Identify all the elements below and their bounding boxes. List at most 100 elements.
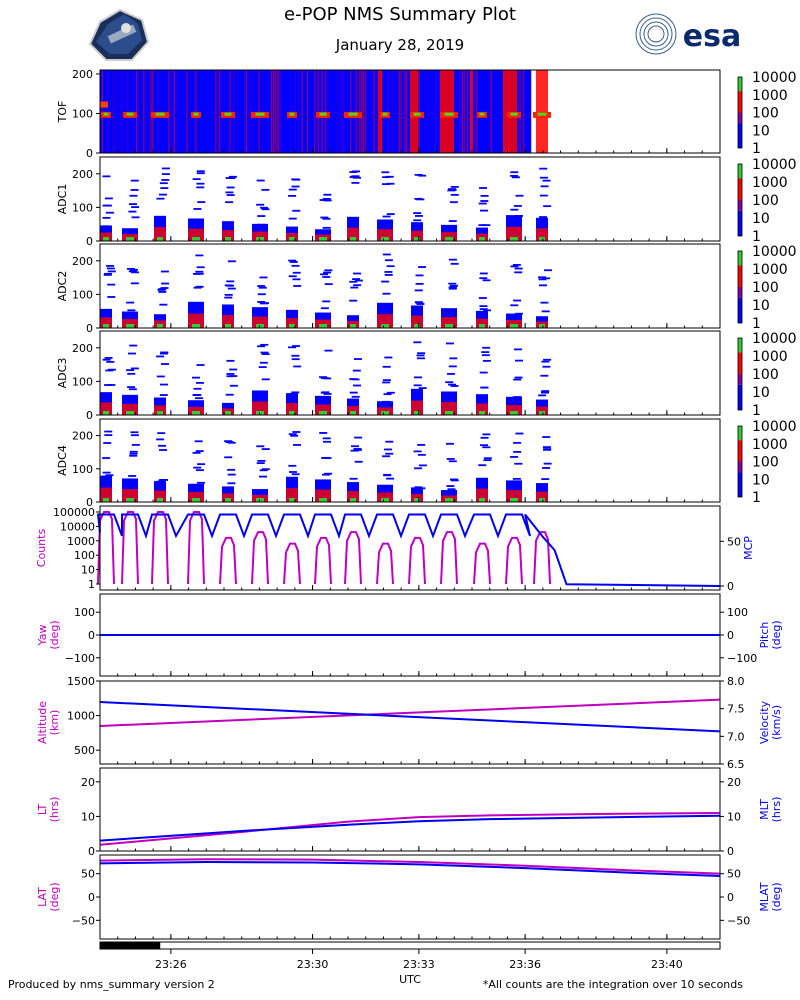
adc-scatter-dash — [352, 278, 361, 280]
adc-y-tick-label: 200 — [72, 255, 93, 268]
adc-y-tick-label: 0 — [86, 409, 93, 422]
tof-streak — [463, 70, 465, 153]
adc-burst-peak — [126, 323, 134, 328]
adc-scatter-dash — [130, 189, 139, 191]
adc-scatter-dash — [416, 303, 425, 305]
adc-scatter-dash — [448, 365, 457, 368]
colorbar-label: 1 — [752, 316, 761, 332]
tof-streak — [341, 70, 343, 153]
adc-scatter-dash — [227, 287, 236, 290]
right-y-label-unit: (deg) — [770, 882, 783, 911]
adc-scatter-dash — [445, 342, 454, 345]
adc-scatter-dash — [511, 176, 520, 179]
tof-streak — [244, 70, 246, 153]
adc-scatter-dash — [225, 201, 234, 204]
altitude-line — [99, 698, 721, 727]
adc-burst-peak — [510, 410, 518, 415]
adc-burst-core — [476, 403, 488, 415]
axes-layer: 0100200TOF0100200ADC10100200ADC20100200A… — [35, 68, 797, 971]
adc-scatter-dash — [414, 289, 423, 292]
right-y-tick-label: 8.0 — [727, 675, 745, 688]
adc-scatter-dash — [382, 215, 391, 218]
adc-scatter-dash — [513, 450, 522, 453]
time-tick-label: 23:40 — [651, 958, 683, 971]
adc-scatter-dash — [415, 274, 424, 277]
adc-scatter-dash — [192, 451, 201, 454]
adc-scatter-dash — [322, 300, 331, 303]
colorbar-segment — [738, 91, 742, 113]
adc-scatter-dash — [480, 444, 489, 447]
adc-scatter-dash — [450, 193, 459, 196]
adc-scatter-dash — [514, 271, 523, 274]
adc-scatter-dash — [479, 308, 488, 311]
adc-scatter-dash — [157, 289, 166, 291]
tof-y-tick-label: 200 — [72, 68, 93, 81]
tof-streak — [418, 70, 420, 153]
adc-scatter-dash — [384, 356, 393, 359]
adc-scatter-dash — [354, 279, 363, 282]
adc-scatter-dash — [514, 359, 523, 362]
adc-scatter-dash — [512, 263, 521, 266]
adc-scatter-dash — [195, 382, 204, 384]
adc-scatter-dash — [292, 431, 301, 433]
adc-scatter-dash — [259, 475, 268, 478]
time-strip-frame — [99, 941, 721, 950]
adc-scatter-dash — [195, 270, 204, 273]
tof-streak — [114, 70, 116, 153]
adc-y-tick-label: 0 — [86, 235, 93, 248]
adc-scatter-dash — [539, 216, 548, 218]
tof-streak — [272, 70, 274, 153]
plot-date: January 28, 2019 — [335, 36, 464, 54]
adc-scatter-dash — [160, 352, 169, 355]
adc-scatter-dash — [448, 189, 457, 191]
colorbar-label: 1000 — [752, 88, 788, 104]
tof-streak — [388, 70, 390, 153]
adc-scatter-dash — [225, 191, 234, 194]
adc-scatter-dash — [414, 467, 423, 470]
tof-y-tick-label: 100 — [72, 107, 93, 120]
adc-scatter-dash — [261, 208, 270, 211]
adc-scatter-dash — [192, 376, 201, 379]
tof-streak — [229, 70, 231, 153]
adc-scatter-dash — [515, 194, 524, 197]
adc-scatter-dash — [385, 440, 394, 443]
adc-burst-peak — [350, 323, 356, 328]
left-y-label-unit: (hrs) — [48, 797, 61, 823]
right-y-label: Pitch — [758, 622, 771, 649]
adc-scatter-dash — [156, 355, 165, 358]
adc-scatter-dash — [227, 473, 236, 476]
coverage-bar — [100, 942, 161, 949]
adc-scatter-dash — [323, 271, 332, 274]
adc-scatter-dash — [513, 480, 522, 483]
adc-burst-peak — [103, 410, 109, 415]
tof-streak — [118, 70, 120, 153]
tof-streak — [398, 70, 400, 153]
adc-scatter-dash — [450, 262, 459, 265]
adc-scatter-dash — [513, 299, 522, 302]
adc-scatter-dash — [102, 358, 111, 361]
adc-scatter-dash — [197, 201, 206, 204]
right-y-label: MLT — [758, 799, 771, 820]
adc-scatter-dash — [416, 354, 425, 357]
tof-streak — [317, 70, 319, 153]
left-y-tick-label: 10 — [81, 810, 95, 823]
right-y-tick-label: 0 — [727, 845, 734, 858]
tof-streak — [427, 70, 429, 153]
adc-scatter-dash — [130, 179, 139, 182]
adc-burst-peak — [225, 410, 231, 415]
adc-scatter-dash — [446, 373, 455, 375]
tof-streak — [290, 70, 292, 153]
adc-scatter-dash — [384, 274, 393, 276]
adc-scatter-dash — [102, 204, 111, 207]
tof-streak — [172, 70, 174, 153]
colorbar-segment — [738, 123, 742, 148]
adc-scatter-dash — [260, 351, 269, 354]
adc-frame — [99, 330, 721, 416]
adc-scatter-dash — [106, 360, 115, 363]
adc-burst-peak — [192, 323, 200, 328]
adc-frame — [99, 156, 721, 242]
adc-scatter-dash — [158, 291, 167, 293]
adc-scatter-dash — [479, 272, 488, 275]
colorbar-segment — [738, 384, 742, 410]
adc-scatter-dash — [291, 358, 300, 361]
